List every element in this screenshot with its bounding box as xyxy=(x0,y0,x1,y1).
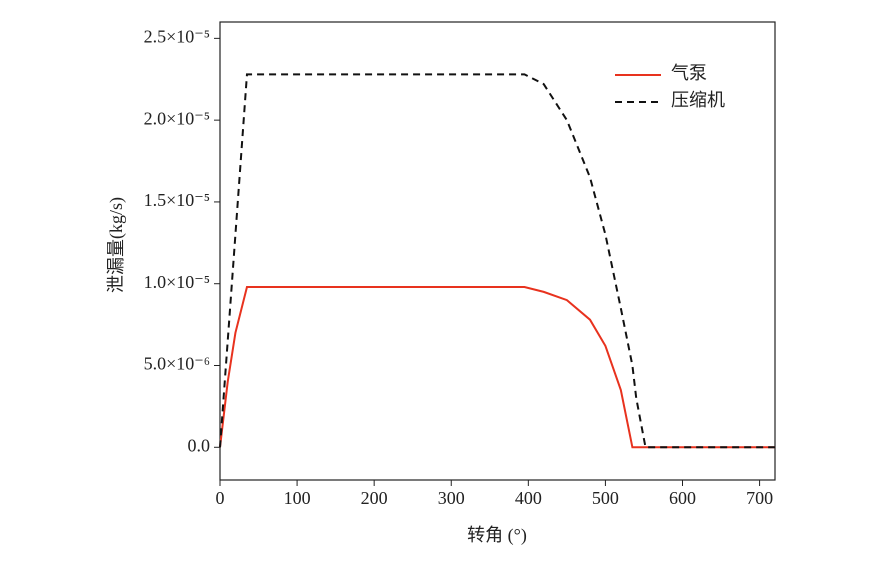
x-tick-label: 100 xyxy=(284,488,311,508)
x-axis-label: 转角 (°) xyxy=(467,525,527,546)
legend-label: 气泵 xyxy=(671,63,707,83)
y-tick-label: 1.5×10⁻⁵ xyxy=(144,190,210,210)
x-tick-label: 700 xyxy=(746,488,773,508)
x-tick-label: 0 xyxy=(216,488,225,508)
series-line xyxy=(219,73,775,449)
y-axis-label: 泄漏量(kg/s) xyxy=(106,197,127,293)
series-line xyxy=(219,285,775,449)
plot-frame xyxy=(219,21,776,481)
legend-label: 压缩机 xyxy=(671,90,725,110)
y-tick-label: 2.0×10⁻⁵ xyxy=(144,108,210,128)
x-tick-label: 600 xyxy=(669,488,696,508)
y-tick-label: 0.0 xyxy=(188,435,211,455)
x-tick-label: 400 xyxy=(515,488,542,508)
x-tick-label: 300 xyxy=(438,488,465,508)
x-tick-label: 500 xyxy=(592,488,619,508)
y-tick-label: 2.5×10⁻⁵ xyxy=(144,26,210,46)
y-tick-label: 5.0×10⁻⁶ xyxy=(144,354,210,374)
y-tick-label: 1.0×10⁻⁵ xyxy=(144,272,210,292)
x-tick-label: 200 xyxy=(361,488,388,508)
